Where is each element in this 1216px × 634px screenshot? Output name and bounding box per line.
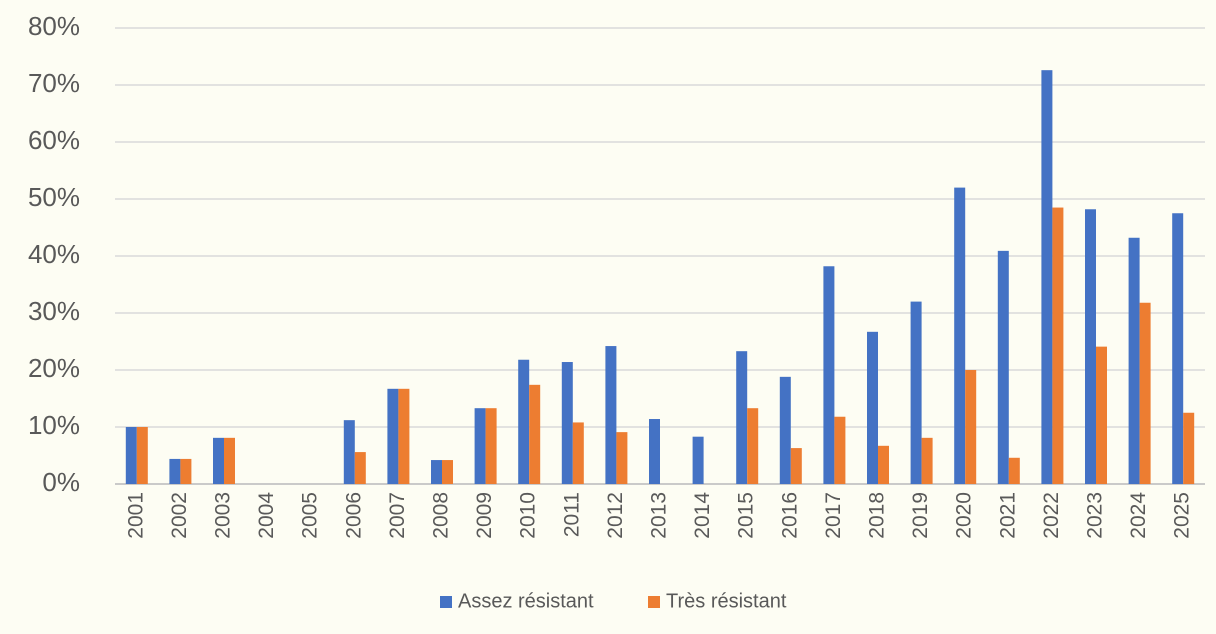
bar xyxy=(1128,237,1140,484)
bar xyxy=(1085,209,1096,484)
bar xyxy=(1172,213,1184,484)
bar xyxy=(1139,302,1151,484)
bar xyxy=(343,420,355,484)
y-tick-label: 60% xyxy=(28,125,80,155)
bar xyxy=(747,408,759,484)
bar xyxy=(965,370,977,484)
bar xyxy=(529,384,541,484)
x-tick-label: 2023 xyxy=(1084,492,1107,539)
bar xyxy=(431,460,442,484)
x-tick-label: 2015 xyxy=(735,492,758,539)
bar xyxy=(692,436,704,484)
bar xyxy=(213,437,224,484)
bar xyxy=(1052,207,1064,485)
x-tick-label: 2016 xyxy=(778,492,801,539)
legend-label: Très résistant xyxy=(666,590,787,612)
y-tick-label: 50% xyxy=(28,182,80,212)
bar xyxy=(1096,346,1107,484)
bar xyxy=(878,445,889,484)
x-tick-label: 2006 xyxy=(342,492,365,539)
x-tick-label: 2021 xyxy=(996,492,1019,539)
bar xyxy=(398,388,410,484)
bar xyxy=(1041,70,1053,485)
x-tick-label: 2007 xyxy=(386,492,409,539)
bar xyxy=(910,301,922,484)
y-tick-label: 80% xyxy=(28,11,80,41)
bar xyxy=(1008,457,1020,484)
x-tick-label: 2013 xyxy=(648,492,671,539)
bar xyxy=(605,346,617,484)
bar xyxy=(616,432,628,484)
x-tick-label: 2024 xyxy=(1127,492,1150,539)
legend-swatch xyxy=(648,596,660,608)
bar xyxy=(561,362,573,484)
bar xyxy=(136,427,148,484)
x-tick-label: 2014 xyxy=(691,492,714,539)
bar xyxy=(180,458,192,484)
x-tick-label: 2011 xyxy=(560,492,583,537)
bar xyxy=(474,408,486,484)
bar xyxy=(834,416,846,484)
x-tick-label: 2005 xyxy=(299,492,322,539)
bar xyxy=(518,359,530,484)
x-tick-label: 2001 xyxy=(124,492,147,539)
x-tick-label: 2019 xyxy=(909,492,932,539)
bar xyxy=(442,460,453,484)
y-tick-label: 70% xyxy=(28,68,80,98)
bar xyxy=(790,448,802,484)
legend-label: Assez résistant xyxy=(458,590,594,612)
bar xyxy=(736,351,748,484)
y-tick-label: 0% xyxy=(42,467,80,497)
bar xyxy=(125,427,137,484)
legend-swatch xyxy=(440,596,452,608)
bar xyxy=(1183,412,1195,484)
y-tick-label: 40% xyxy=(28,239,80,269)
x-tick-label: 2009 xyxy=(473,492,496,539)
bar xyxy=(954,187,966,484)
x-tick-label: 2012 xyxy=(604,492,627,539)
x-tick-label: 2002 xyxy=(168,492,191,539)
y-tick-label: 20% xyxy=(28,353,80,383)
bar xyxy=(779,376,791,484)
x-tick-label: 2008 xyxy=(430,492,453,539)
x-tick-label: 2017 xyxy=(822,492,845,539)
bar xyxy=(572,422,584,484)
x-tick-label: 2003 xyxy=(212,492,235,539)
x-tick-label: 2004 xyxy=(255,492,278,539)
bar xyxy=(224,437,235,484)
x-tick-label: 2018 xyxy=(866,492,889,539)
bar xyxy=(485,408,497,484)
bar xyxy=(921,437,933,484)
y-tick-label: 30% xyxy=(28,296,80,326)
y-tick-label: 10% xyxy=(28,410,80,440)
x-tick-label: 2010 xyxy=(517,492,540,539)
bar xyxy=(354,452,366,484)
x-tick-label: 2025 xyxy=(1171,492,1194,539)
bar xyxy=(867,331,878,484)
bar xyxy=(649,419,660,484)
bar xyxy=(997,250,1009,484)
bar xyxy=(387,388,399,484)
bar xyxy=(169,458,181,484)
x-tick-label: 2022 xyxy=(1040,492,1063,539)
x-tick-label: 2020 xyxy=(953,492,976,539)
bar xyxy=(823,266,835,484)
